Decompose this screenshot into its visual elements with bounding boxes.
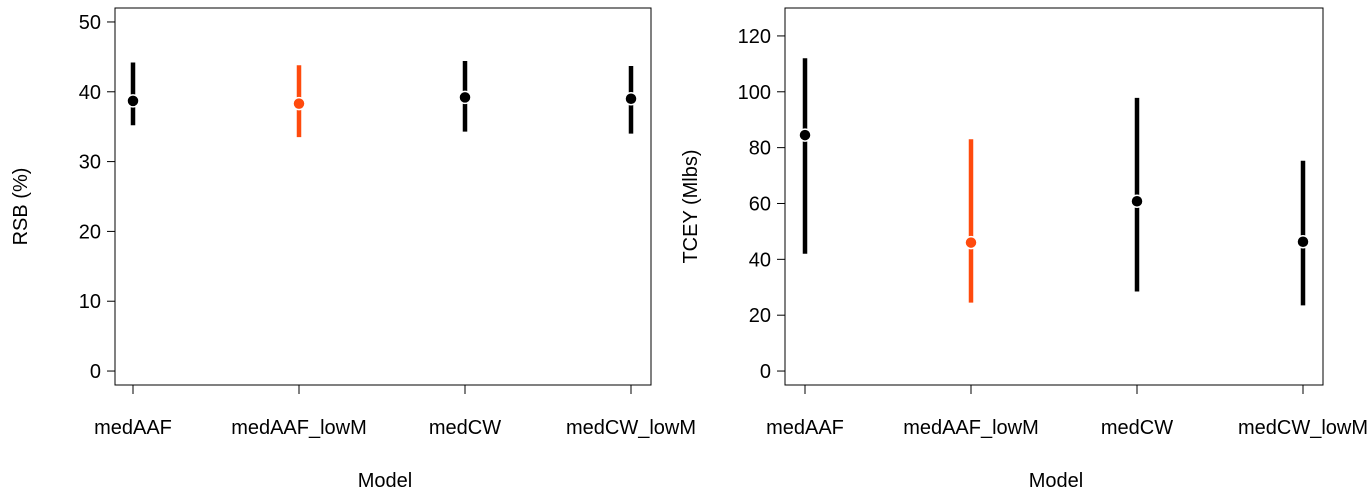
y-tick-label: 100	[738, 82, 771, 104]
x-tick-label: medCW_lowM	[566, 417, 696, 439]
x-tick-label: medAAF	[94, 417, 172, 439]
median-point	[292, 96, 306, 111]
y-tick-label: 0	[90, 361, 101, 383]
plot-frame	[114, 7, 652, 386]
y-tick-label: 50	[79, 12, 101, 34]
y-tick-label: 120	[738, 26, 771, 48]
y-tick-label: 20	[79, 221, 101, 243]
x-tick-label: medCW_lowM	[1238, 417, 1367, 439]
median-point	[964, 235, 978, 250]
y-tick-label: 60	[749, 193, 771, 215]
median-point	[126, 94, 140, 108]
median-point	[624, 92, 638, 106]
y-axis-title: TCEY (Mlbs)	[680, 149, 702, 263]
x-tick-label: medCW	[429, 417, 501, 439]
x-tick-label: medAAF_lowM	[231, 417, 367, 439]
plot-frame	[784, 7, 1324, 386]
y-tick-label: 10	[79, 291, 101, 313]
median-point	[798, 128, 812, 142]
x-axis-title: Model	[1029, 470, 1083, 492]
y-tick-label: 40	[749, 249, 771, 271]
median-point	[1130, 194, 1144, 208]
x-tick-label: medAAF	[766, 417, 844, 439]
y-axis-title: RSB (%)	[10, 168, 32, 246]
x-axis-title: Model	[358, 470, 412, 492]
y-tick-label: 20	[749, 305, 771, 327]
tcey-panel: 0 20 40 60 80 100 120 medAAF medAAF_lowM medCW med…	[680, 7, 1367, 492]
y-tick-label: 30	[79, 152, 101, 174]
y-tick-label: 0	[760, 361, 771, 383]
x-tick-label: medCW	[1101, 417, 1173, 439]
rsb-panel: 0 10 20 30 40 50 medAAF medAAF_lowM medCW medCW_l…	[10, 7, 696, 492]
median-point	[1296, 234, 1310, 249]
x-tick-label: medAAF_lowM	[903, 417, 1039, 439]
y-tick-label: 80	[749, 138, 771, 160]
y-tick-label: 40	[79, 82, 101, 104]
median-point	[458, 90, 472, 105]
